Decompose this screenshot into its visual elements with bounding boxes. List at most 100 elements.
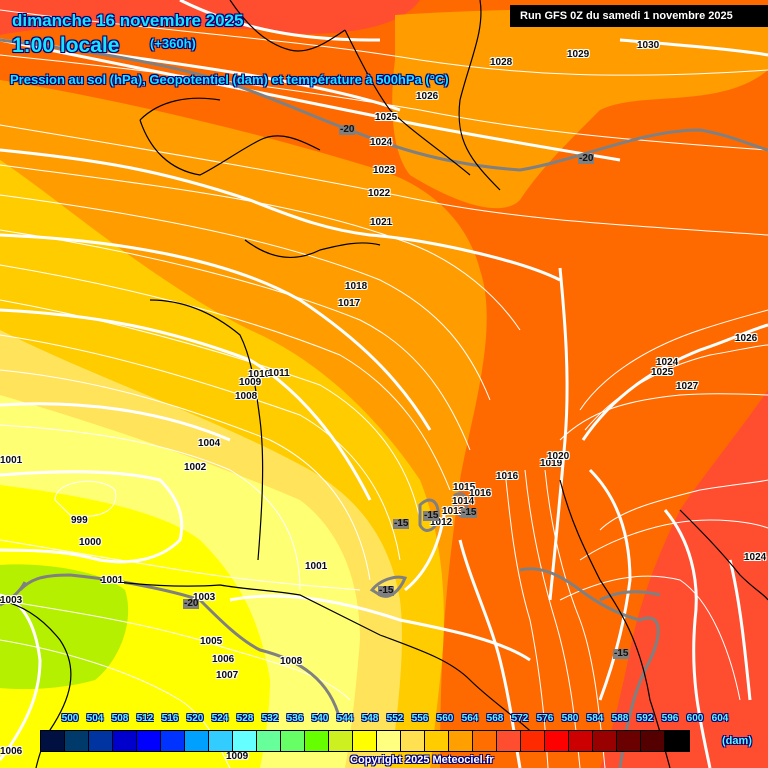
legend-tick-label: 580 <box>561 713 579 724</box>
temperature-label: -15 <box>423 510 440 521</box>
pressure-label: 1006 <box>212 654 235 665</box>
legend-tick-label: 588 <box>611 713 629 724</box>
pressure-label: 1006 <box>0 746 23 757</box>
legend-swatch <box>185 731 209 751</box>
pressure-label: 1016 <box>469 488 492 499</box>
legend-color-bar <box>40 730 690 752</box>
legend-swatch <box>353 731 377 751</box>
legend-swatch <box>641 731 665 751</box>
pressure-label: 1026 <box>735 333 758 344</box>
pressure-label: 1029 <box>567 49 590 60</box>
isobars-thin <box>0 9 768 768</box>
legend-tick-label: 508 <box>111 713 129 724</box>
pressure-label: 1003 <box>0 595 23 606</box>
legend-swatch <box>617 731 641 751</box>
temperature-label: -15 <box>461 507 478 518</box>
legend-tick-label: 536 <box>286 713 304 724</box>
legend-tick-label: 592 <box>636 713 654 724</box>
pressure-label: 1007 <box>216 670 239 681</box>
legend-swatch <box>521 731 545 751</box>
legend-tick-label: 532 <box>261 713 279 724</box>
pressure-label: 1021 <box>370 217 393 228</box>
pressure-label: 1008 <box>235 391 258 402</box>
forecast-time: 1:00 locale <box>12 34 120 57</box>
pressure-label: 1004 <box>198 438 221 449</box>
legend-swatch <box>569 731 593 751</box>
pressure-label: 1011 <box>268 368 290 379</box>
legend-swatch <box>665 731 689 751</box>
legend-swatch <box>41 731 65 751</box>
legend-tick-label: 504 <box>86 713 104 724</box>
zone-568-north <box>0 0 420 35</box>
pressure-label: 1027 <box>676 381 699 392</box>
legend-swatch <box>305 731 329 751</box>
legend-swatch <box>473 731 497 751</box>
pressure-label: 1010 <box>248 369 271 380</box>
temperature-label: -20 <box>578 153 595 164</box>
legend-tick-label: 500 <box>61 713 79 724</box>
legend-tick-label: 524 <box>211 713 229 724</box>
forecast-date: dimanche 16 novembre 2025 <box>12 11 244 30</box>
legend-tick-label: 516 <box>161 713 179 724</box>
legend-tick-label: 600 <box>686 713 704 724</box>
legend-tick-label: 544 <box>336 713 354 724</box>
legend-tick-label: 520 <box>186 713 204 724</box>
pressure-label: 1018 <box>345 281 368 292</box>
pressure-label: 1005 <box>200 636 223 647</box>
legend-tick-label: 540 <box>311 713 329 724</box>
legend-swatch <box>89 731 113 751</box>
legend-tick-label: 528 <box>236 713 254 724</box>
legend-tick-label: 604 <box>711 713 729 724</box>
legend-swatch <box>377 731 401 751</box>
temperature-label: -20 <box>339 124 356 135</box>
pressure-label: 1015 <box>453 482 476 493</box>
pressure-label: 1030 <box>637 40 660 51</box>
pressure-label: 1000 <box>79 537 102 548</box>
map-description: Pression au sol (hPa), Geopotentiel (dam… <box>10 72 449 87</box>
pressure-label: 1024 <box>744 552 767 563</box>
legend-swatch <box>113 731 137 751</box>
legend-tick-label: 556 <box>411 713 429 724</box>
legend-swatch <box>545 731 569 751</box>
zone-540 <box>0 564 129 690</box>
pressure-label: 1022 <box>368 188 391 199</box>
legend-swatch <box>65 731 89 751</box>
legend-tick-label: 568 <box>486 713 504 724</box>
pressure-label: 1009 <box>226 751 249 762</box>
pressure-label: 1024 <box>656 357 679 368</box>
legend-swatch <box>137 731 161 751</box>
legend-tick-label: 572 <box>511 713 529 724</box>
legend-swatch <box>497 731 521 751</box>
temperature-label: -15 <box>613 648 630 659</box>
legend-tick-label: 564 <box>461 713 479 724</box>
copyright-text: Copyright 2025 Meteociel.fr <box>350 754 494 766</box>
pressure-label: 1008 <box>280 656 303 667</box>
legend-tick-label: 548 <box>361 713 379 724</box>
pressure-label: 1026 <box>416 91 439 102</box>
legend-swatch <box>425 731 449 751</box>
legend-tick-label: 560 <box>436 713 454 724</box>
legend-tick-label: 512 <box>136 713 154 724</box>
pressure-label: 1024 <box>370 137 393 148</box>
pressure-label: 1025 <box>651 367 674 378</box>
pressure-label: 1001 <box>0 455 23 466</box>
pressure-label: 1016 <box>496 471 519 482</box>
pressure-label: 1013 <box>442 506 465 517</box>
zone-560-north <box>392 9 768 209</box>
pressure-label: 1019 <box>540 458 563 469</box>
model-run-info: Run GFS 0Z du samedi 1 novembre 2025 <box>510 5 768 27</box>
pressure-label: 1020 <box>547 451 570 462</box>
pressure-label: 1017 <box>338 298 361 309</box>
temperature-label: -15 <box>393 518 410 529</box>
legend-swatch <box>257 731 281 751</box>
legend-tick-label: 576 <box>536 713 554 724</box>
legend-swatch <box>593 731 617 751</box>
pressure-label: 1001 <box>101 575 124 586</box>
forecast-lead-time: (+360h) <box>150 36 196 51</box>
pressure-label: 1003 <box>193 592 216 603</box>
pressure-label: 999 <box>71 515 88 526</box>
pressure-label: 1023 <box>373 165 396 176</box>
legend-swatch <box>209 731 233 751</box>
